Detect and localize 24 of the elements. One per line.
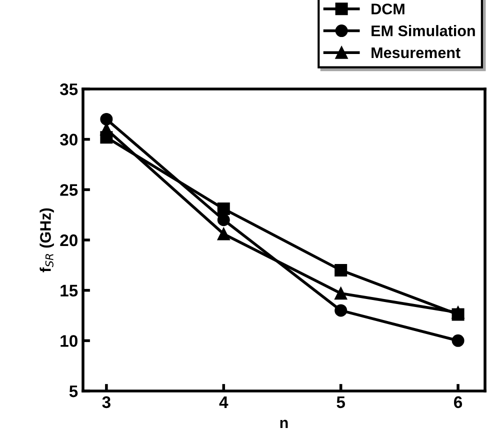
y-tick-label: 5 bbox=[69, 386, 78, 398]
point bbox=[100, 112, 113, 126]
legend-label: DCM bbox=[372, 4, 404, 14]
x-tick-label: 6 bbox=[454, 396, 462, 408]
point bbox=[334, 304, 348, 317]
x-tick-label: 4 bbox=[219, 396, 228, 408]
y-tick-label: 20 bbox=[60, 234, 78, 246]
point bbox=[452, 334, 464, 347]
y-axis-title: f$_{SR}$ (GHz) bbox=[40, 208, 54, 272]
point bbox=[217, 202, 230, 216]
y-tick-label: 25 bbox=[60, 184, 78, 196]
point bbox=[334, 264, 348, 276]
legend-label: EM Simulation bbox=[372, 25, 475, 36]
point bbox=[217, 214, 230, 226]
x-tick-label: 5 bbox=[336, 396, 346, 408]
y-tick-label: 35 bbox=[60, 83, 78, 96]
point bbox=[217, 228, 230, 240]
x-axis-title: n bbox=[280, 420, 288, 428]
y-tick-label: 15 bbox=[60, 284, 78, 297]
point bbox=[334, 287, 348, 300]
legend-label: Mesurement bbox=[372, 47, 460, 58]
x-tick-label: 3 bbox=[102, 396, 110, 408]
y-tick-label: 10 bbox=[60, 335, 78, 347]
y-tick-label: 30 bbox=[60, 134, 78, 146]
